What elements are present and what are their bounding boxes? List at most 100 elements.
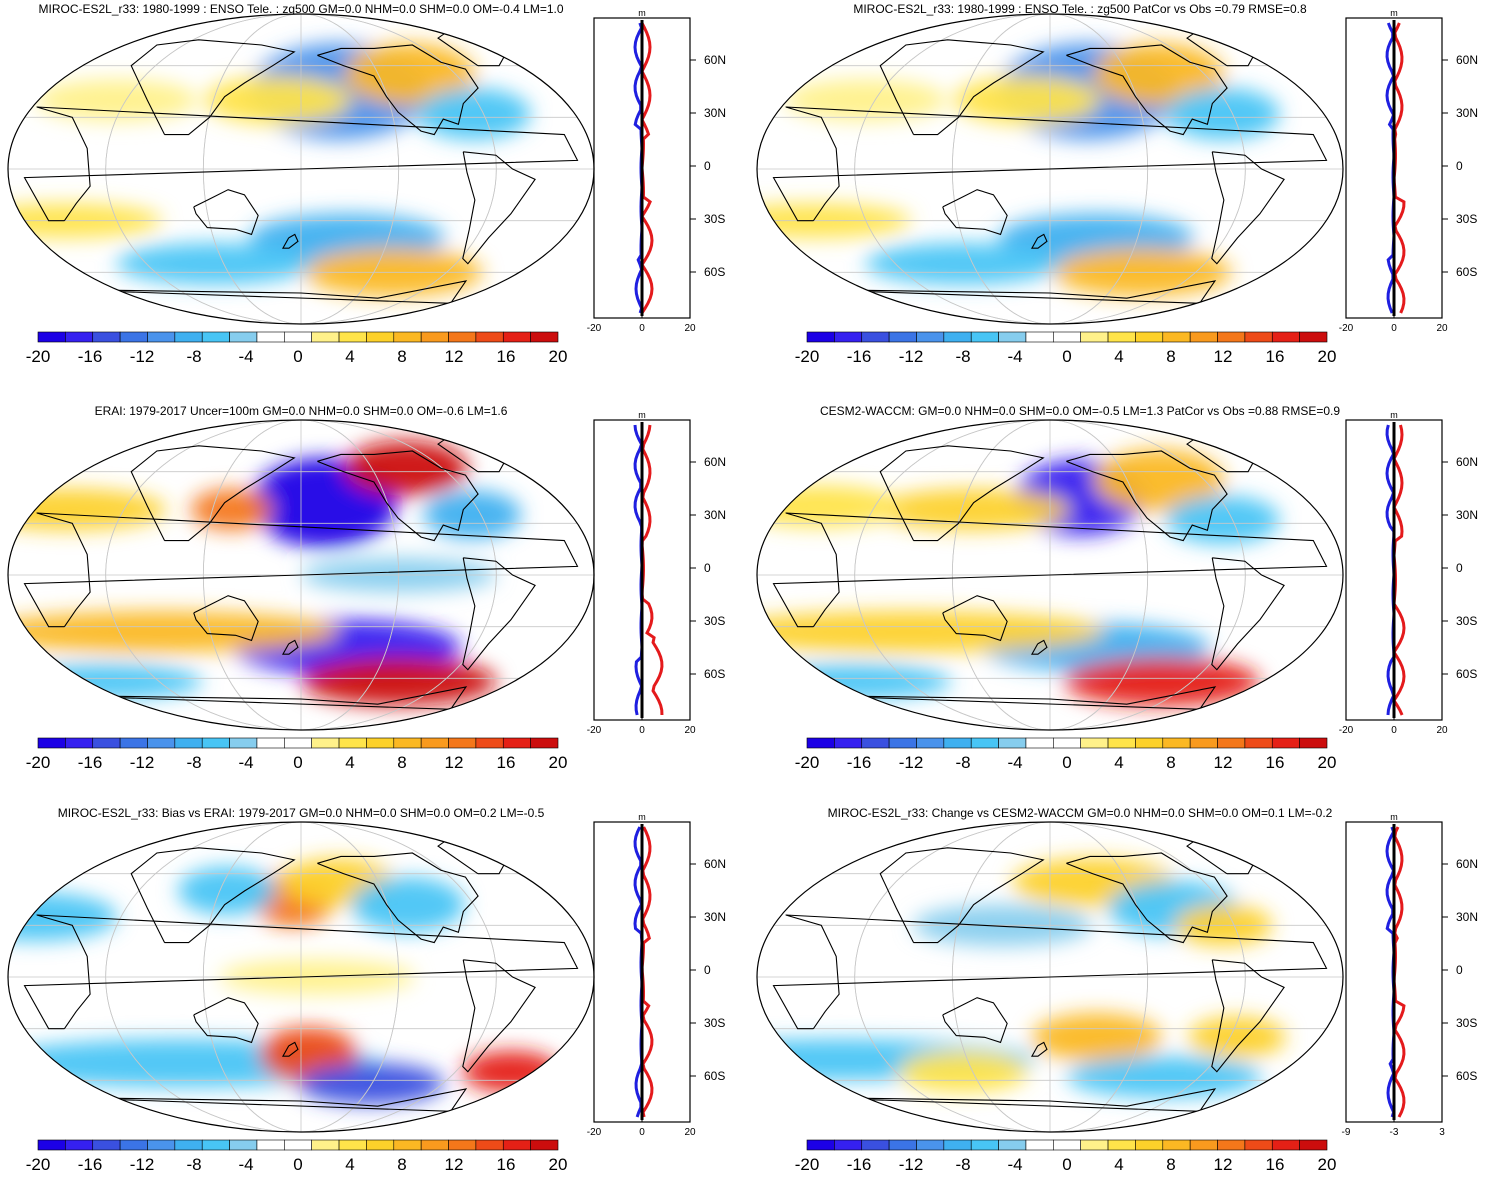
profile-curve-positive	[1392, 22, 1406, 314]
colorbar-label: 0	[293, 347, 302, 366]
profile-xtick-label: 20	[1436, 725, 1448, 736]
coastline	[942, 189, 1008, 236]
panel-miroc-change: MIROC-ES2L_r33: Change vs CESM2-WACCM GM…	[756, 806, 1478, 1174]
coastline	[317, 852, 479, 944]
coastline	[942, 997, 1008, 1044]
graticule-meridian	[854, 420, 1246, 730]
coastline	[1211, 557, 1285, 671]
coastline	[317, 450, 479, 542]
coastline	[1030, 233, 1048, 249]
colorbar-label: -16	[78, 753, 103, 772]
anomaly-blob	[178, 866, 276, 916]
colorbar-label: 8	[397, 347, 406, 366]
colorbar-swatch	[366, 1139, 395, 1151]
colorbar-swatch	[530, 331, 559, 343]
colorbar-swatch	[284, 1139, 312, 1151]
lat-label: 30S	[704, 614, 725, 628]
panel-cesm2-waccm: CESM2-WACCM: GM=0.0 NHM=0.0 SHM=0.0 OM=-…	[756, 404, 1478, 772]
lat-label: 60S	[704, 667, 725, 681]
colorbar-swatch	[448, 1139, 477, 1151]
coastline	[772, 914, 1328, 1030]
profile-xtick-label: 20	[684, 1127, 696, 1138]
colorbar-swatch	[448, 737, 477, 749]
colorbar-label: -4	[1007, 1155, 1022, 1174]
lat-label: 0	[1456, 561, 1463, 575]
colorbar-swatch	[1025, 737, 1054, 749]
profile-unit: m	[638, 410, 646, 420]
lat-label: 0	[704, 159, 711, 173]
colorbar-swatch	[338, 1139, 367, 1151]
graticule-meridian	[202, 14, 400, 324]
coastline	[193, 189, 259, 236]
colorbar-label: 8	[397, 753, 406, 772]
colorbar-label: -8	[955, 347, 970, 366]
anomaly-blob	[875, 488, 1071, 531]
panel-title: MIROC-ES2L_r33: 1980-1999 : ENSO Tele. :…	[853, 2, 1307, 16]
anomaly-blob	[1066, 1056, 1263, 1098]
anomaly-blob	[297, 1063, 445, 1105]
colorbar-swatch	[943, 1139, 972, 1151]
colorbar-label: 8	[397, 1155, 406, 1174]
colorbar-label: 20	[549, 347, 568, 366]
colorbar-swatch	[366, 737, 395, 749]
colorbar-swatch	[284, 737, 312, 749]
colorbar-label: -20	[26, 347, 51, 366]
profile-xtick-label: 20	[1436, 323, 1448, 334]
colorbar-label: -12	[899, 347, 924, 366]
colorbar-swatch	[420, 737, 449, 749]
coastline	[879, 445, 1045, 542]
panel-miroc-bias: MIROC-ES2L_r33: Bias vs ERAI: 1979-2017 …	[7, 806, 726, 1174]
panel-miroc-baseline: MIROC-ES2L_r33: 1980-1999 : ENSO Tele. :…	[7, 2, 726, 366]
colorbar-label: -16	[847, 347, 872, 366]
colorbar-swatch	[1299, 1139, 1328, 1151]
lat-label: 30N	[704, 910, 726, 924]
lat-label: 0	[704, 963, 711, 977]
colorbar-swatch	[1271, 1139, 1300, 1151]
colorbar-label: 8	[1166, 753, 1175, 772]
colorbar-swatch	[1162, 737, 1191, 749]
colorbar-swatch	[311, 1139, 340, 1151]
colorbar-label: 8	[1166, 347, 1175, 366]
coastline	[462, 151, 536, 265]
anomaly-blob	[344, 440, 468, 496]
anomaly-blob	[1064, 657, 1260, 706]
colorbar-swatch	[1162, 1139, 1191, 1151]
panel-title: ERAI: 1979-2017 Uncer=100m GM=0.0 NHM=0.…	[95, 404, 508, 418]
colorbar-swatch	[1244, 331, 1273, 343]
lat-label: 60S	[704, 265, 725, 279]
colorbar-swatch	[1080, 1139, 1109, 1151]
colorbar-swatch	[1107, 737, 1136, 749]
colorbar-swatch	[311, 331, 340, 343]
coastline	[1066, 450, 1228, 542]
lat-label: 0	[1456, 963, 1463, 977]
panel-title: CESM2-WACCM: GM=0.0 NHM=0.0 SHM=0.0 OM=-…	[820, 404, 1340, 418]
colorbar-swatch	[1299, 331, 1328, 343]
coastline	[23, 914, 579, 1030]
colorbar-swatch	[147, 737, 176, 749]
coastline	[879, 39, 1045, 136]
colorbar-label: 4	[1114, 1155, 1123, 1174]
lat-label: 60N	[704, 455, 726, 469]
colorbar-label: -12	[130, 1155, 155, 1174]
anomaly-blob	[8, 664, 203, 699]
colorbar-swatch	[393, 737, 422, 749]
lat-label: 0	[1456, 159, 1463, 173]
lat-label: 30N	[704, 508, 726, 522]
anomaly-blob	[1031, 1013, 1162, 1062]
panel-title: MIROC-ES2L_r33: Change vs CESM2-WACCM GM…	[828, 806, 1333, 820]
colorbar-swatch	[1107, 1139, 1136, 1151]
colorbar-swatch	[1299, 737, 1328, 749]
colorbar-swatch	[229, 331, 258, 343]
anomaly-blob	[757, 485, 901, 527]
colorbar-swatch	[834, 331, 863, 343]
colorbar-label: -20	[26, 1155, 51, 1174]
colorbar-swatch	[861, 1139, 890, 1151]
colorbar-swatch	[1217, 331, 1246, 343]
colorbar-swatch	[65, 331, 94, 343]
lat-label: 60S	[1456, 1069, 1477, 1083]
profile-xtick-label: 0	[1391, 725, 1397, 736]
colorbar-label: 12	[445, 347, 464, 366]
graticule-meridian	[105, 822, 497, 1132]
zonal-profile: m 60N 30N 0 30S 60S -20 0 20	[587, 8, 726, 334]
